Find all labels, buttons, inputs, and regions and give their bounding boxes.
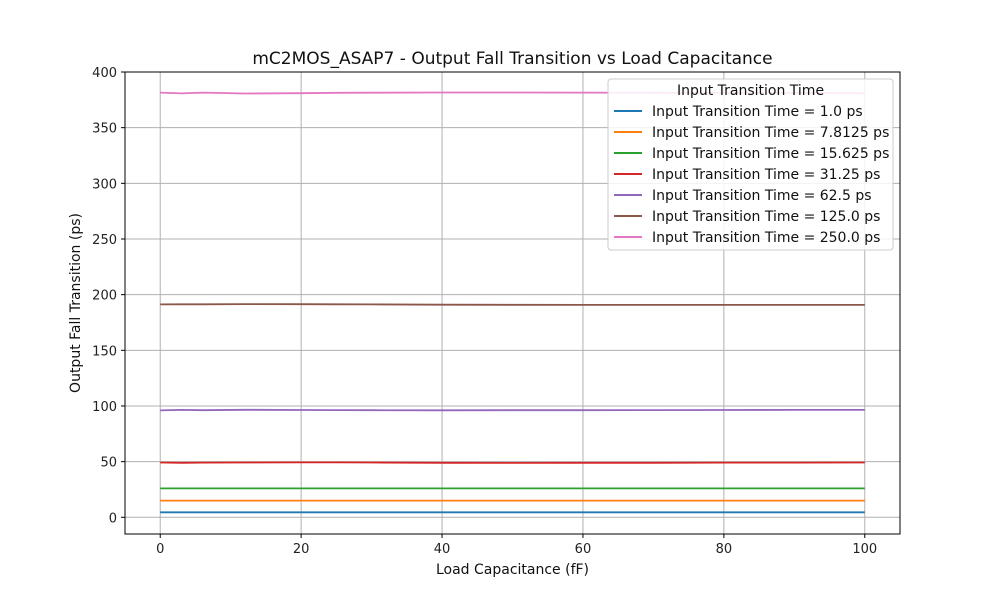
x-tick-label: 40 bbox=[434, 542, 451, 557]
legend-label: Input Transition Time = 62.5 ps bbox=[652, 188, 872, 204]
y-tick-label: 100 bbox=[92, 400, 117, 415]
legend-label: Input Transition Time = 250.0 ps bbox=[652, 230, 880, 246]
y-tick-label: 350 bbox=[92, 122, 117, 137]
legend-label: Input Transition Time = 7.8125 ps bbox=[652, 125, 889, 141]
x-tick-label: 0 bbox=[156, 542, 164, 557]
x-axis-title: Load Capacitance (fF) bbox=[436, 562, 589, 578]
y-tick-label: 150 bbox=[92, 344, 117, 359]
y-tick-label: 300 bbox=[92, 177, 117, 192]
x-tick-label: 80 bbox=[716, 542, 733, 557]
series-line-6 bbox=[160, 303, 865, 306]
legend-label: Input Transition Time = 15.625 ps bbox=[652, 146, 889, 162]
legend-label: Input Transition Time = 125.0 ps bbox=[652, 209, 880, 225]
legend-label: Input Transition Time = 31.25 ps bbox=[652, 167, 880, 183]
series-line-5 bbox=[160, 408, 865, 412]
legend: Input Transition Time Input Transition T… bbox=[607, 78, 894, 251]
x-tick-label: 60 bbox=[575, 542, 592, 557]
y-tick-label: 0 bbox=[109, 511, 117, 526]
y-tick-label: 250 bbox=[92, 233, 117, 248]
x-tick-label: 20 bbox=[293, 542, 310, 557]
legend-title: Input Transition Time bbox=[677, 83, 824, 99]
legend-box bbox=[607, 78, 894, 251]
series-line-4 bbox=[160, 461, 865, 464]
x-tick-label: 100 bbox=[852, 542, 877, 557]
plot-frame bbox=[124, 71, 901, 535]
legend-items: Input Transition Time = 1.0 ps Input Tran… bbox=[614, 104, 889, 246]
legend-label: Input Transition Time = 1.0 ps bbox=[652, 104, 863, 120]
y-axis-title: Output Fall Transition (ps) bbox=[68, 213, 84, 393]
x-axis: 0 20 40 60 80 100 bbox=[156, 534, 877, 557]
y-tick-label: 50 bbox=[100, 456, 117, 471]
chart-title: mC2MOS_ASAP7 - Output Fall Transition vs… bbox=[252, 49, 772, 69]
y-tick-label: 200 bbox=[92, 289, 117, 304]
y-axis: 0 50 100 150 200 250 300 350 400 bbox=[92, 66, 125, 526]
y-tick-label: 400 bbox=[92, 66, 117, 81]
